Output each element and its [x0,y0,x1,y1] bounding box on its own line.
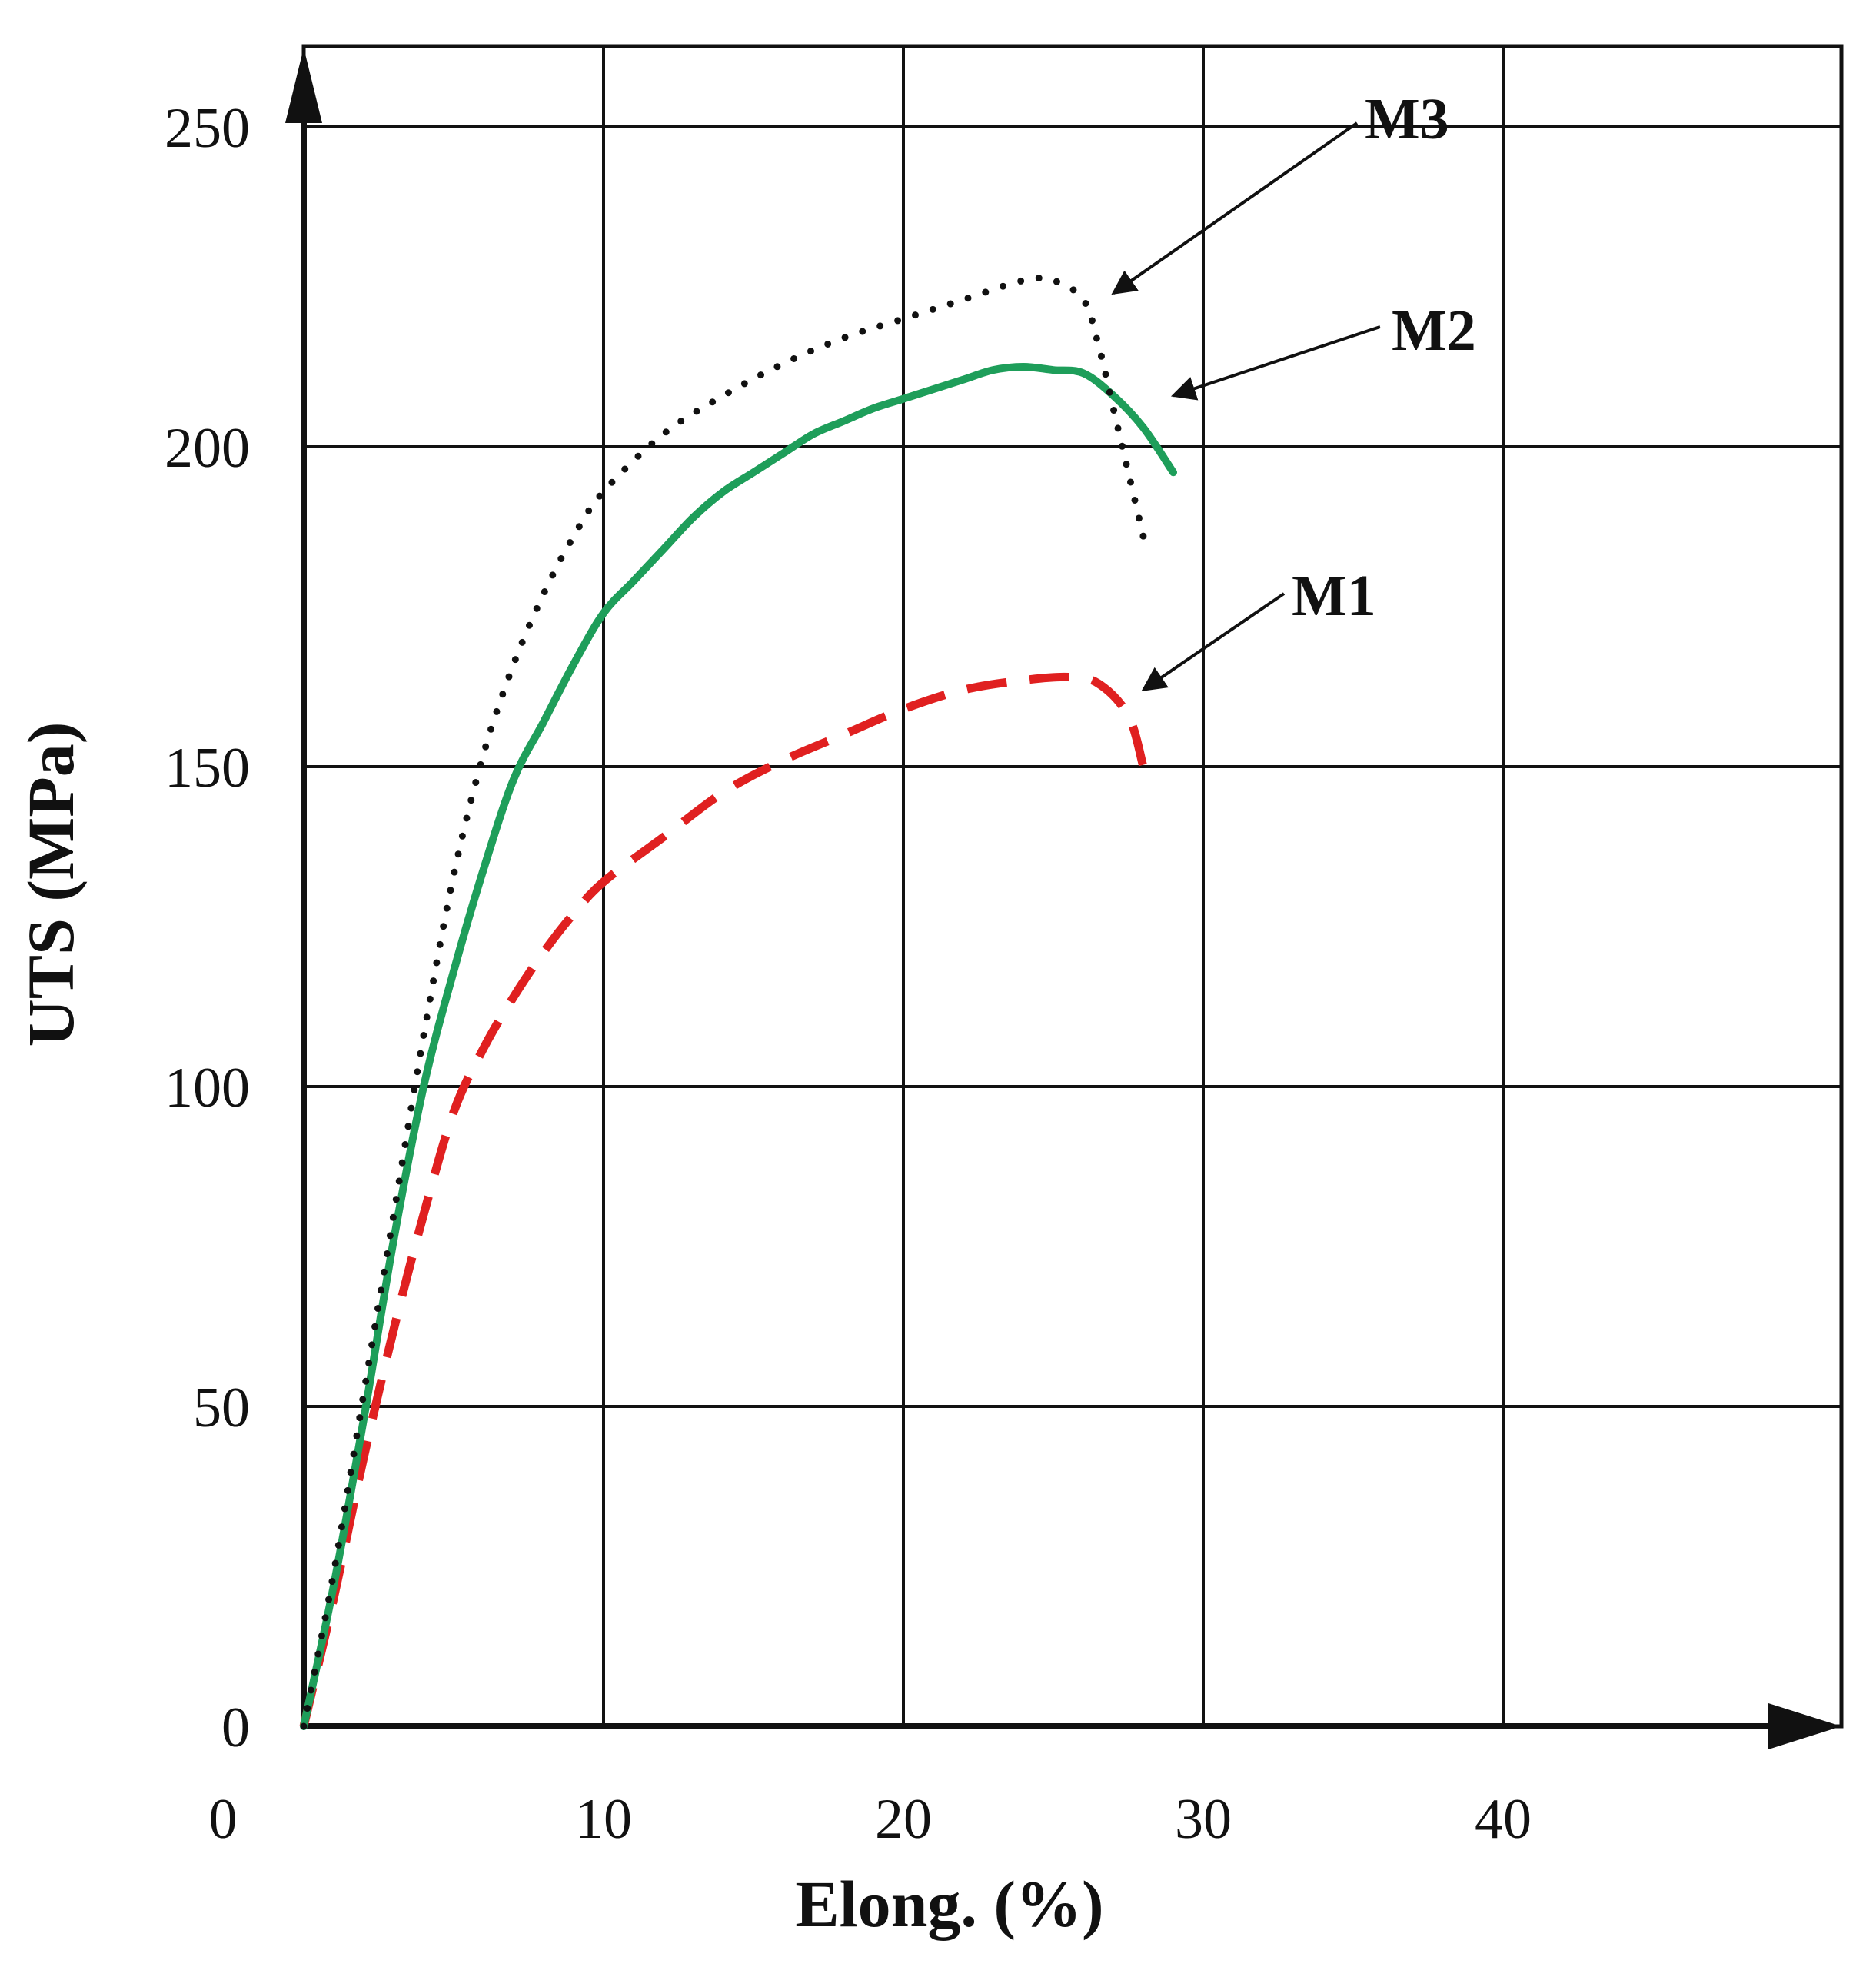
callout-label-m3: M3 [1365,87,1449,151]
grid [304,46,1841,1726]
series-line-m2 [300,363,1177,1730]
series-lines [299,275,1177,1730]
y-tick-label-0: 0 [221,1696,250,1759]
callout-label-m1: M1 [1292,564,1376,628]
plot-frame [301,44,1844,1729]
x-axis-title: Elong. (%) [795,1867,1103,1941]
x-tick-label-40: 40 [1475,1788,1532,1851]
callout-label-m2: M2 [1392,298,1476,363]
x-axis-arrowhead [1768,1703,1841,1749]
x-tick-label-30: 30 [1175,1788,1232,1851]
callout-arrow-m3 [1111,121,1359,295]
tick-labels: 0 10 20 30 40 0 50 100 150 200 250 [165,97,1532,1851]
y-tick-label-150: 150 [165,737,250,800]
x-tick-label-10: 10 [575,1788,632,1851]
callout-arrow-m1 [1141,592,1286,691]
y-axis-arrowhead [285,48,322,123]
callout-arrow-m2 [1170,325,1381,401]
series-line-m1 [299,672,1148,1728]
y-tick-label-200: 200 [165,417,250,480]
x-tick-label-20: 20 [875,1788,932,1851]
y-tick-label-250: 250 [165,97,250,160]
series-callouts: M3 M2 M1 [1111,87,1476,691]
y-axis-title: UTS (MPa) [14,722,88,1047]
y-tick-label-100: 100 [165,1057,250,1120]
x-tick-label-0: 0 [209,1788,238,1851]
axes [285,48,1841,1749]
series-line-m3 [300,275,1147,1730]
y-tick-label-50: 50 [193,1376,250,1439]
